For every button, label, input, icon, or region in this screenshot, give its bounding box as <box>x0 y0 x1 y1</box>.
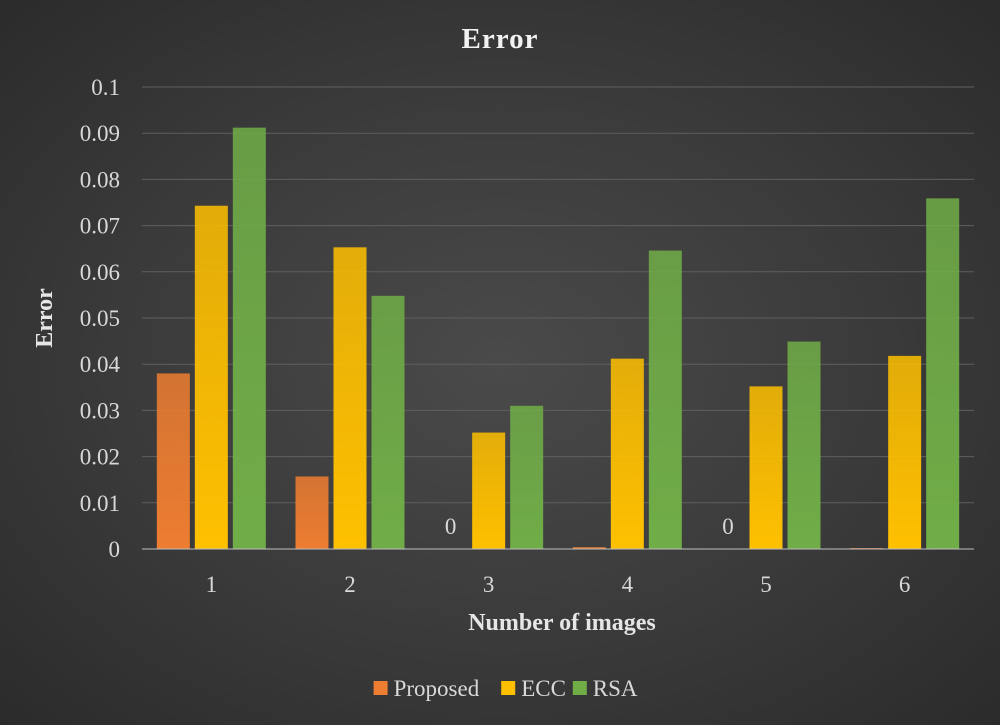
x-tick-label: 6 <box>899 572 911 597</box>
y-tick-label: 0.07 <box>80 214 120 239</box>
bar-rsa <box>510 405 544 549</box>
chart-title: Error <box>462 23 539 55</box>
legend-label: RSA <box>593 676 638 701</box>
bar-ecc <box>610 358 644 549</box>
bar-rsa <box>787 341 821 549</box>
bar-rsa <box>371 295 405 549</box>
x-tick-label: 3 <box>483 572 495 597</box>
y-tick-label: 0.05 <box>80 306 120 331</box>
y-tick-label: 0.08 <box>80 167 120 192</box>
y-axis-label: Error <box>32 288 58 348</box>
bar-rsa <box>926 198 960 550</box>
bars <box>156 127 960 550</box>
bar-ecc <box>888 355 922 549</box>
y-tick-label: 0.02 <box>80 445 120 470</box>
x-tick-label: 2 <box>344 572 356 597</box>
y-tick-label: 0.03 <box>80 398 120 423</box>
legend: Proposed ECC RSA <box>373 676 638 701</box>
x-tick-label: 4 <box>622 572 634 597</box>
bar-proposed <box>156 373 190 549</box>
y-tick-label: 0.09 <box>80 121 120 146</box>
legend-swatch-proposed <box>373 681 388 695</box>
bar-rsa <box>232 127 266 549</box>
bar-ecc <box>472 432 506 549</box>
x-tick-label: 5 <box>760 572 772 597</box>
legend-label: ECC <box>521 676 566 701</box>
bar-ecc <box>333 247 367 549</box>
bar-rsa <box>648 250 682 549</box>
y-tick-label: 0.1 <box>91 75 120 100</box>
legend-swatch-ecc <box>501 681 516 695</box>
x-tick-label: 1 <box>206 572 218 597</box>
x-axis-ticks: 1 2 3 4 5 6 <box>206 572 911 597</box>
data-label: 0 <box>445 514 457 539</box>
y-tick-label: 0.01 <box>80 491 120 516</box>
bar-ecc <box>749 386 783 549</box>
x-axis-label: Number of images <box>468 610 656 636</box>
bar-ecc <box>194 205 228 549</box>
bar-proposed <box>572 547 606 549</box>
y-axis-ticks: 0 0.01 0.02 0.03 0.04 0.05 0.06 0.07 0.08 0.09 0.1 <box>80 75 121 562</box>
legend-label: Proposed <box>394 676 480 701</box>
y-tick-label: 0.04 <box>80 352 121 377</box>
legend-swatch-rsa <box>572 681 587 695</box>
bar-proposed <box>295 476 329 549</box>
y-tick-label: 0 <box>109 537 121 562</box>
gridlines <box>142 86 974 504</box>
y-tick-label: 0.06 <box>80 260 120 285</box>
data-label: 0 <box>722 514 734 539</box>
